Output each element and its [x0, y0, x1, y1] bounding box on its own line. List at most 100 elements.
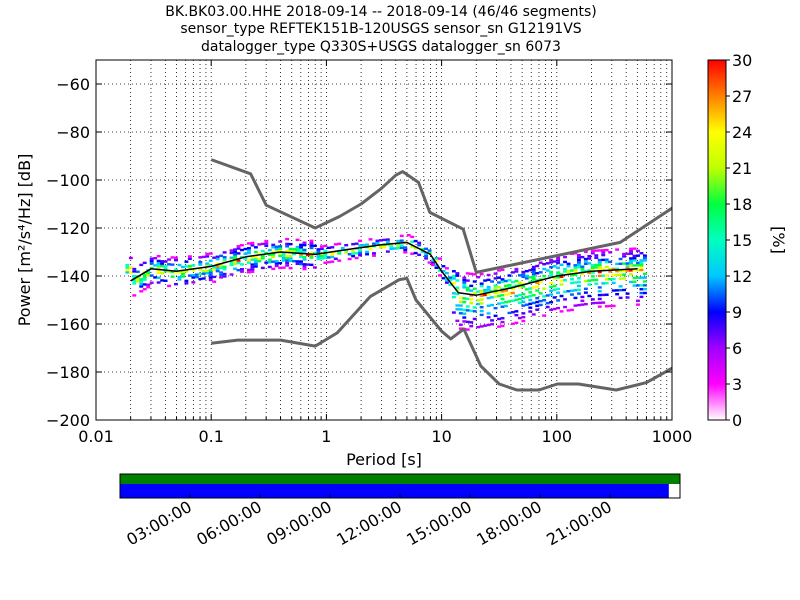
heatmap-cell — [618, 257, 623, 261]
heatmap-cell — [260, 242, 265, 246]
heatmap-cell — [556, 271, 561, 274]
heatmap-cell — [125, 266, 130, 269]
colorbar-tick-label: 21 — [732, 159, 752, 178]
heatmap-cell — [570, 274, 574, 277]
heatmap-cell — [507, 274, 512, 277]
heatmap-cell — [253, 260, 258, 263]
heatmap-cell — [601, 282, 606, 285]
heatmap-cell — [545, 294, 550, 297]
heatmap-cell — [142, 288, 147, 291]
heatmap-cell — [257, 257, 262, 261]
heatmap-cell — [538, 271, 543, 274]
heatmap-cell — [271, 267, 276, 271]
heatmap-cell — [493, 291, 498, 295]
heatmap-cell — [424, 254, 429, 258]
heatmap-cell — [212, 256, 217, 259]
heatmap-cell — [486, 296, 491, 300]
heatmap-cell — [295, 262, 300, 266]
heatmap-cell — [483, 288, 488, 292]
heatmap-cell — [458, 304, 463, 307]
heatmap-cell — [170, 263, 175, 266]
heatmap-cell — [438, 274, 442, 277]
heatmap-cell — [281, 256, 286, 260]
heatmap-cell — [229, 249, 234, 252]
heatmap-cell — [351, 254, 356, 258]
heatmap-cell — [528, 294, 533, 298]
heatmap-cell — [625, 264, 630, 268]
heatmap-cell — [125, 271, 130, 274]
heatmap-cell — [573, 266, 578, 269]
heatmap-cell — [622, 273, 627, 276]
y-tick-label: −160 — [46, 315, 90, 334]
heatmap-cell — [274, 245, 279, 249]
heatmap-cell — [250, 263, 255, 266]
heatmap-cell — [563, 290, 567, 293]
heatmap-cell — [597, 268, 602, 271]
heatmap-cell — [493, 272, 498, 275]
heatmap-cell — [486, 285, 491, 289]
heatmap-cell — [236, 259, 241, 262]
heatmap-cell — [510, 287, 515, 291]
heatmap-cell — [382, 245, 387, 249]
heatmap-cell — [139, 282, 144, 286]
heatmap-cell — [208, 271, 213, 274]
heatmap-cell — [194, 275, 199, 279]
heatmap-cell — [382, 238, 387, 242]
heatmap-cell — [542, 299, 547, 302]
heatmap-cell — [535, 308, 540, 311]
heatmap-cell — [542, 287, 547, 290]
heatmap-cell — [563, 298, 567, 301]
heatmap-cell — [472, 287, 477, 290]
heatmap-cell — [236, 247, 241, 250]
heatmap-cell — [271, 253, 276, 256]
heatmap-cell — [493, 314, 498, 318]
heatmap-cell — [142, 261, 147, 265]
heatmap-cell — [451, 292, 456, 295]
heatmap-cell — [458, 323, 463, 326]
heatmap-cell — [264, 251, 269, 255]
heatmap-cell — [156, 281, 161, 284]
heatmap-cell — [493, 277, 498, 280]
heatmap-cell — [302, 255, 307, 259]
heatmap-cell — [580, 267, 585, 271]
heatmap-cell — [278, 252, 283, 255]
heatmap-cell — [250, 268, 255, 271]
heatmap-cell — [500, 280, 505, 283]
heatmap-cell — [180, 265, 185, 269]
heatmap-cell — [500, 294, 505, 297]
heatmap-cell — [406, 234, 411, 237]
heatmap-cell — [396, 244, 401, 247]
heatmap-cell — [212, 280, 217, 283]
heatmap-cell — [576, 284, 581, 288]
heatmap-cell — [368, 247, 373, 251]
heatmap-cell — [177, 275, 182, 279]
heatmap-cell — [500, 290, 505, 293]
heatmap-cell — [479, 284, 484, 288]
y-tick-label: −200 — [46, 411, 90, 430]
heatmap-cell — [545, 269, 550, 272]
heatmap-cell — [312, 266, 317, 269]
heatmap-cell — [312, 244, 317, 248]
heatmap-cell — [205, 272, 210, 275]
heatmap-cell — [604, 258, 609, 261]
heatmap-cell — [455, 279, 460, 282]
heatmap-cell — [618, 277, 623, 280]
heatmap-cell — [462, 320, 467, 323]
heatmap-cell — [153, 257, 158, 260]
heatmap-cell — [201, 270, 206, 273]
heatmap-cell — [427, 249, 432, 252]
heatmap-cell — [597, 305, 602, 308]
heatmap-cell — [198, 277, 203, 281]
heatmap-cell — [222, 272, 227, 276]
high-noise-model-line — [210, 158, 672, 274]
timeline-tick-label: 18:00:00 — [473, 497, 545, 549]
heatmap-cell — [535, 300, 540, 304]
heatmap-cell — [573, 268, 578, 272]
heatmap-cell — [604, 282, 609, 285]
heatmap-cell — [517, 297, 522, 301]
heatmap-cell — [403, 248, 408, 252]
heatmap-cell — [604, 293, 609, 296]
colorbar-tick-label: 30 — [732, 51, 752, 70]
heatmap-cell — [420, 250, 425, 254]
heatmap-cell — [535, 289, 540, 292]
